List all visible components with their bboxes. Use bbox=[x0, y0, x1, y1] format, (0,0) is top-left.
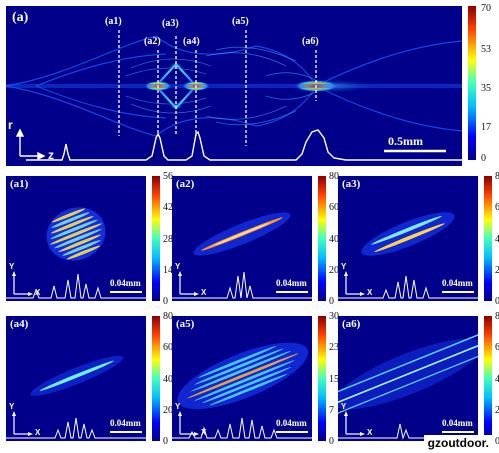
axis-z-label: z bbox=[48, 148, 54, 162]
subpanel-profile bbox=[6, 273, 146, 299]
axis-x-label: X bbox=[367, 428, 373, 437]
subpanel-colorbar bbox=[484, 316, 492, 441]
subpanel-6: (a6) 0.04mm Y X bbox=[338, 316, 478, 441]
subpanel-intensity-map bbox=[338, 334, 478, 440]
subpanel-label: (a6) bbox=[342, 318, 361, 330]
subpanel-intensity-map bbox=[172, 212, 312, 299]
axis-y-label: Y bbox=[341, 402, 347, 411]
subpanel-cbar-tick: 60 bbox=[163, 342, 173, 354]
subpanel-5: (a5) 0.04mm Y X bbox=[172, 316, 312, 441]
subpanel-cbar-tick: 80 bbox=[495, 311, 499, 322]
subpanel-cbar-tick: 30 bbox=[329, 311, 339, 322]
subpanel-cbar-tick: 0 bbox=[163, 296, 168, 307]
subpanel-cbar-tick: 20 bbox=[329, 264, 339, 276]
subpanel-cbar-tick: 42 bbox=[163, 202, 173, 214]
axis-y-label: Y bbox=[341, 262, 347, 271]
subpanel-4: (a4) 0.04mm Y X bbox=[6, 316, 146, 441]
subpanel-colorbar bbox=[318, 176, 326, 301]
subpanel-intensity-map bbox=[6, 355, 146, 439]
subpanel-cbar-tick: 20 bbox=[495, 264, 499, 276]
subpanel-colorbar bbox=[318, 316, 326, 441]
main-cbar-tick-1: 53 bbox=[481, 44, 491, 55]
subpanel-1: (a1) 0.04mm Y X bbox=[6, 176, 146, 301]
subpanel-scale-label: 0.04mm bbox=[442, 418, 473, 428]
subpanel-colorbar bbox=[484, 176, 492, 301]
axial-profile bbox=[26, 129, 462, 161]
subpanel-label: (a1) bbox=[10, 178, 29, 190]
axis-x-label: X bbox=[367, 288, 373, 297]
subpanel-colorbar bbox=[152, 316, 160, 441]
axis-x-label: X bbox=[35, 428, 41, 437]
section-label-a3: (a3) bbox=[162, 18, 179, 29]
subpanel-cbar-tick: 60 bbox=[495, 202, 499, 214]
section-label-a5: (a5) bbox=[232, 16, 249, 27]
main-cbar-tick-4: 0 bbox=[481, 153, 486, 164]
axis-y-label: Y bbox=[9, 262, 15, 271]
subpanel-cbar-tick: 40 bbox=[495, 233, 499, 245]
section-label-a1: (a1) bbox=[105, 16, 122, 27]
axis-y-label: Y bbox=[175, 402, 181, 411]
subpanel-3: (a3) 0.04mm Y X bbox=[338, 176, 478, 301]
subpanel-cbar-tick: 60 bbox=[495, 342, 499, 354]
subpanel-profile bbox=[172, 417, 312, 439]
subpanel-intensity-map bbox=[6, 207, 146, 299]
subpanel-profile bbox=[338, 275, 478, 299]
subpanel-scale-label: 0.04mm bbox=[276, 278, 307, 288]
subpanel-cbar-tick: 40 bbox=[495, 373, 499, 385]
subpanel-scale-label: 0.04mm bbox=[276, 418, 307, 428]
axis-x-label: X bbox=[201, 288, 207, 297]
main-cbar-tick-3: 17 bbox=[481, 122, 491, 133]
subpanel-cbar-tick: 0 bbox=[163, 436, 168, 447]
subpanel-profile bbox=[338, 423, 478, 440]
subpanel-cbar-tick: 0 bbox=[329, 436, 334, 447]
axis-x-label: X bbox=[201, 428, 207, 437]
section-label-a6: (a6) bbox=[302, 36, 319, 47]
subpanel-cbar-tick: 15 bbox=[329, 373, 339, 385]
axis-x-label: X bbox=[35, 288, 41, 297]
main-cbar-tick-2: 35 bbox=[481, 83, 491, 94]
subpanel-colorbar bbox=[152, 176, 160, 301]
subpanel-scale-label: 0.04mm bbox=[110, 278, 141, 288]
subpanel-cbar-tick: 20 bbox=[163, 404, 173, 416]
subpanel-profile bbox=[172, 271, 312, 299]
subpanel-label: (a2) bbox=[176, 178, 195, 190]
axis-r-label: r bbox=[8, 118, 13, 132]
subpanel-cbar-tick: 28 bbox=[163, 233, 173, 245]
subpanel-cbar-tick: 0 bbox=[329, 296, 334, 307]
subpanel-cbar-tick: 80 bbox=[163, 311, 173, 322]
main-colorbar bbox=[468, 6, 476, 160]
subpanel-label: (a5) bbox=[176, 318, 195, 330]
main-scale-label: 0.5mm bbox=[388, 134, 423, 148]
subpanel-cbar-tick: 7 bbox=[329, 404, 334, 416]
axis-y-label: Y bbox=[9, 402, 15, 411]
subpanel-cbar-tick: 80 bbox=[495, 171, 499, 182]
main-intensity-panel: (a) (a1) (a2) (a3) (a4) (a5) (a6) 0.5mm … bbox=[6, 6, 462, 166]
subpanel-scale-label: 0.04mm bbox=[110, 418, 141, 428]
section-label-a2: (a2) bbox=[144, 36, 161, 47]
subpanel-cbar-tick: 40 bbox=[329, 233, 339, 245]
main-panel-label: (a) bbox=[12, 10, 29, 25]
subpanel-2: (a2) 0.04mm Y X bbox=[172, 176, 312, 301]
subpanel-cbar-tick: 0 bbox=[495, 296, 499, 307]
watermark: gzoutdoor. bbox=[423, 435, 493, 451]
subpanel-cbar-tick: 40 bbox=[163, 373, 173, 385]
section-label-a4: (a4) bbox=[183, 36, 200, 47]
subpanel-intensity-map bbox=[338, 212, 478, 299]
subpanel-profile bbox=[6, 417, 146, 439]
subpanel-scale-label: 0.04mm bbox=[442, 278, 473, 288]
subpanel-cbar-tick: 80 bbox=[329, 171, 339, 182]
subpanel-cbar-tick: 23 bbox=[329, 342, 339, 354]
subpanel-cbar-tick: 20 bbox=[495, 404, 499, 416]
subpanel-cbar-tick: 56 bbox=[163, 171, 173, 182]
subpanel-intensity-map bbox=[172, 342, 312, 439]
subpanel-label: (a4) bbox=[10, 318, 29, 330]
subpanel-cbar-tick: 60 bbox=[329, 202, 339, 214]
subpanel-cbar-tick: 14 bbox=[163, 264, 173, 276]
subpanel-label: (a3) bbox=[342, 178, 361, 190]
axis-y-label: Y bbox=[175, 262, 181, 271]
main-cbar-tick-0: 70 bbox=[481, 3, 491, 14]
main-intensity-map bbox=[6, 30, 462, 161]
subpanel-cbar-tick: 0 bbox=[495, 436, 499, 447]
